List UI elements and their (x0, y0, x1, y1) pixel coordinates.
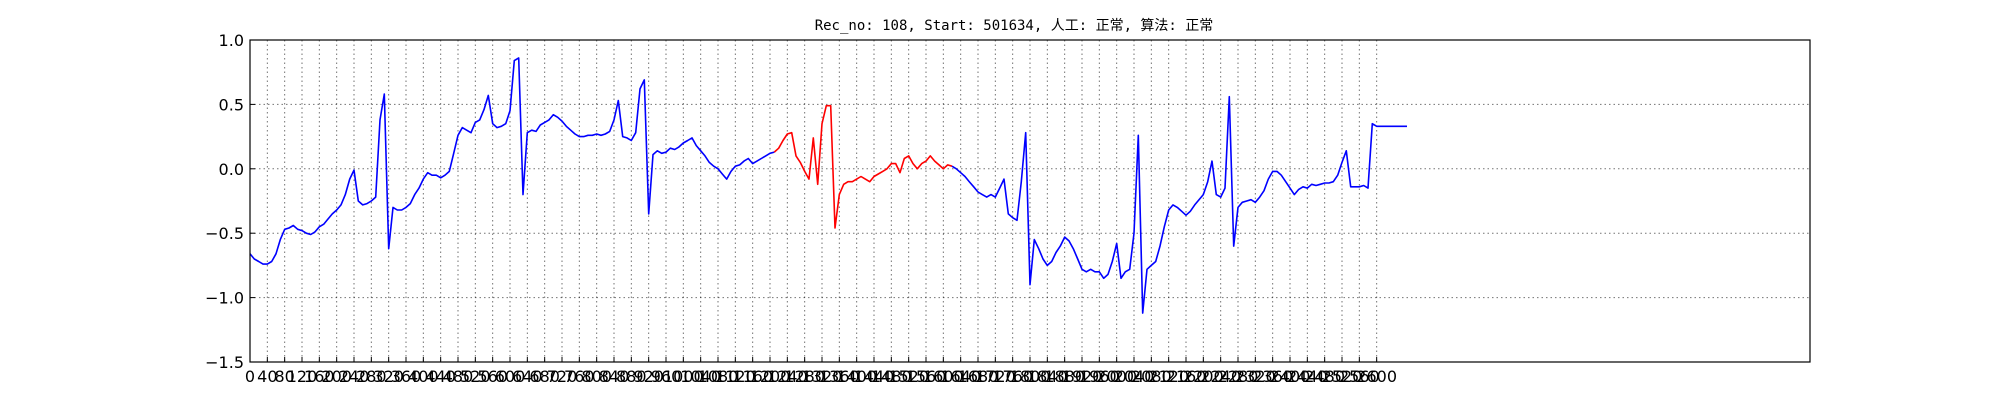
x-tick-label: 880 (616, 367, 647, 386)
series-line-0 (249, 57, 775, 265)
x-tick-label: 400 (408, 367, 439, 386)
x-tick-label: 1760 (992, 367, 1033, 386)
x-tick-label: 440 (425, 367, 456, 386)
x-tick-label: 1880 (1044, 367, 1085, 386)
x-tick-label: 920 (633, 367, 664, 386)
x-tick-label: 1000 (663, 367, 704, 386)
x-tick-label: 160 (304, 367, 335, 386)
x-tick-label: 2360 (1252, 367, 1293, 386)
x-tick-label: 1560 (906, 367, 947, 386)
x-tick-label: 0 (245, 367, 255, 386)
x-tick-label: 1360 (819, 367, 860, 386)
y-tick-label: −0.5 (205, 224, 244, 243)
x-tick-label: 2000 (1096, 367, 1137, 386)
x-tick-label: 1440 (854, 367, 895, 386)
x-tick-label: 2320 (1235, 367, 1276, 386)
chart-title: Rec_no: 108, Start: 501634, 人工: 正常, 算法: … (815, 18, 1214, 34)
y-tick-label: 1.0 (219, 31, 244, 50)
x-tick-label: 760 (564, 367, 595, 386)
y-tick-label: −1.5 (205, 353, 244, 372)
x-tick-label: 2560 (1339, 367, 1380, 386)
x-tick-label: 800 (581, 367, 612, 386)
x-tick-label: 1840 (1027, 367, 1068, 386)
x-tick-label: 1480 (871, 367, 912, 386)
x-tick-label: 80 (274, 367, 294, 386)
x-tick-label: 2040 (1114, 367, 1155, 386)
x-tick-label: 960 (651, 367, 682, 386)
x-tick-label: 840 (599, 367, 630, 386)
x-tick-label: 200 (321, 367, 352, 386)
x-tick-label: 1280 (784, 367, 825, 386)
x-tick-label: 640 (512, 367, 543, 386)
x-tick-label: 1520 (888, 367, 929, 386)
series-line-2 (951, 95, 1407, 314)
x-tick-label: 2280 (1218, 367, 1259, 386)
x-tick-label: 360 (391, 367, 422, 386)
plot-frame (249, 39, 1811, 363)
x-tick-label: 2200 (1183, 367, 1224, 386)
x-tick-label: 2480 (1304, 367, 1345, 386)
x-tick-label: 40 (257, 367, 277, 386)
x-tick-label: 1320 (802, 367, 843, 386)
x-tick-label: 2120 (1148, 367, 1189, 386)
x-tick-label: 680 (529, 367, 560, 386)
x-tick-label: 1600 (923, 367, 964, 386)
y-tick-label: −1.0 (205, 289, 244, 308)
x-tick-label: 720 (547, 367, 578, 386)
series-lines (249, 57, 1407, 314)
x-axis-ticks: 0 408012016020024028032036040044048052056… (245, 357, 1397, 386)
x-tick-label: 1960 (1079, 367, 1120, 386)
x-tick-label: 1920 (1062, 367, 1103, 386)
x-tick-label: 1720 (975, 367, 1016, 386)
x-tick-label: 480 (443, 367, 474, 386)
x-tick-label: 2600 (1356, 367, 1397, 386)
x-tick-label: 560 (477, 367, 508, 386)
y-tick-label: 0.0 (219, 160, 244, 179)
grid-lines (250, 40, 1810, 362)
x-tick-label: 1400 (836, 367, 877, 386)
x-tick-label: 1040 (680, 367, 721, 386)
y-tick-label: 0.5 (219, 95, 244, 114)
x-tick-label: 2440 (1287, 367, 1328, 386)
x-tick-label: 1160 (732, 367, 773, 386)
x-tick-label: 240 (339, 367, 370, 386)
x-tick-label: 2240 (1200, 367, 1241, 386)
x-tick-label: 600 (495, 367, 526, 386)
x-tick-label: 2520 (1322, 367, 1363, 386)
y-axis-ticks: −1.5 −1.0 −0.5 0.0 0.5 1.0 (205, 31, 255, 372)
x-tick-label: 120 (287, 367, 318, 386)
x-tick-label: 2160 (1166, 367, 1207, 386)
x-tick-label: 520 (460, 367, 491, 386)
x-tick-label: 280 (356, 367, 387, 386)
x-tick-label: 1640 (940, 367, 981, 386)
x-tick-label: 2080 (1131, 367, 1172, 386)
x-tick-label: 1080 (698, 367, 739, 386)
x-tick-label: 1680 (958, 367, 999, 386)
x-tick-label: 1240 (767, 367, 808, 386)
x-tick-label: 320 (373, 367, 404, 386)
x-tick-label: 1200 (750, 367, 791, 386)
x-tick-label: 2400 (1270, 367, 1311, 386)
series-line-1 (773, 104, 953, 229)
x-tick-label: 1800 (1010, 367, 1051, 386)
x-tick-label: 1120 (715, 367, 756, 386)
